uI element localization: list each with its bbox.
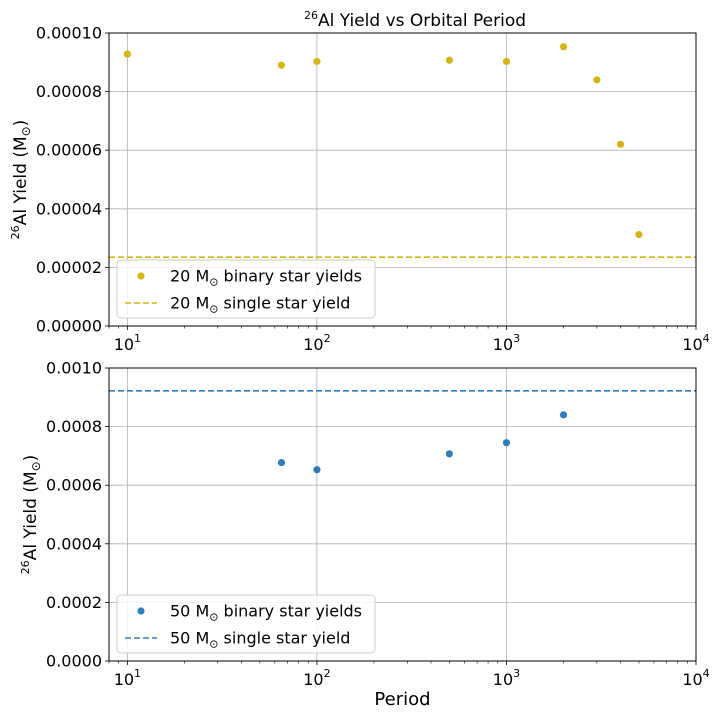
chart-panel-top: 101 102 103 1040.000000.000020.000040.00006… [9, 24, 710, 355]
legend-sun-symbol: ⊙ [209, 638, 218, 651]
legend-entry-label: 20 M⊙ single star yield [170, 294, 350, 316]
x-tick-exponent: 4 [703, 332, 710, 345]
data-point [559, 411, 568, 419]
x-tick-base: 10 [303, 335, 323, 354]
y-label-superscript: 26 [9, 225, 22, 239]
y-tick-label: 0.0008 [46, 417, 102, 436]
legend-sun-symbol: ⊙ [209, 611, 218, 624]
legend-entry-label: 50 M⊙ single star yield [170, 629, 350, 651]
axes-frame [108, 32, 697, 327]
y-tick-label: 0.00006 [36, 141, 102, 160]
x-tick-base: 10 [493, 335, 513, 354]
y-axis-label: 26Al Yield (M⊙) [9, 120, 33, 240]
y-tick-label: 0.0006 [46, 476, 102, 495]
y-label-sun-symbol: ⊙ [19, 126, 33, 136]
x-tick-label: 103 [493, 667, 520, 689]
data-point [123, 50, 131, 58]
y-axis-label: 26Al Yield (M⊙) [19, 455, 43, 575]
x-tick-exponent: 2 [324, 332, 331, 345]
chart-panel-bottom: 101 102 103 1040.00000.00020.00040.00060.00… [19, 359, 710, 711]
chart-title: 26Al Yield vs Orbital Period [304, 9, 526, 31]
x-tick-exponent: 1 [134, 667, 141, 680]
y-tick-label: 0.00002 [36, 258, 102, 277]
legend-entry-label: 50 M⊙ binary star yields [170, 602, 362, 624]
data-point [445, 56, 453, 64]
y-label-end: ) [21, 455, 41, 462]
title-text: Al Yield vs Orbital Period [318, 11, 526, 31]
legend-box [116, 594, 376, 654]
legend-prefix: 20 M [170, 294, 209, 313]
x-axis-label: Period [374, 689, 430, 710]
axes-frame [108, 367, 697, 662]
y-label-end: ) [11, 120, 31, 127]
legend-suffix: binary star yields [218, 267, 362, 286]
x-tick-label: 101 [114, 332, 141, 354]
x-tick-label: 101 [114, 667, 141, 689]
y-tick-label: 0.00010 [36, 24, 102, 43]
data-point [277, 459, 286, 467]
x-tick-exponent: 4 [703, 667, 710, 680]
x-tick-exponent: 3 [513, 667, 520, 680]
legend-marker-binary [137, 607, 145, 615]
data-point [616, 140, 625, 148]
data-point [313, 57, 321, 66]
legend-sun-symbol: ⊙ [209, 303, 218, 316]
data-point [313, 466, 321, 474]
legend-prefix: 20 M [170, 267, 209, 286]
y-tick-label: 0.00000 [36, 317, 102, 336]
data-point [502, 57, 511, 66]
x-tick-exponent: 1 [134, 332, 141, 345]
y-label-main: Al Yield (M [11, 136, 31, 225]
y-tick-label: 0.00008 [36, 82, 102, 101]
legend-marker-binary [137, 272, 145, 280]
data-point [502, 439, 511, 447]
y-tick-label: 0.0010 [46, 359, 102, 378]
legend-sun-symbol: ⊙ [209, 276, 218, 289]
y-label-main: Al Yield (M [21, 471, 41, 560]
x-tick-label: 102 [303, 332, 330, 354]
y-tick-label: 0.0002 [46, 593, 102, 612]
y-tick-label: 0.0000 [46, 652, 102, 671]
x-tick-label: 104 [682, 667, 709, 689]
x-tick-base: 10 [303, 670, 323, 689]
x-tick-base: 10 [114, 335, 134, 354]
x-tick-label: 102 [303, 667, 330, 689]
legend-suffix: single star yield [218, 629, 350, 648]
y-tick-label: 0.00004 [36, 199, 102, 218]
data-point [445, 450, 453, 458]
x-tick-base: 10 [682, 670, 702, 689]
x-tick-exponent: 2 [324, 667, 331, 680]
legend-prefix: 50 M [170, 629, 209, 648]
x-tick-label: 103 [493, 332, 520, 354]
y-tick-label: 0.0004 [46, 534, 102, 553]
data-point [593, 76, 601, 84]
legend-suffix: single star yield [218, 294, 350, 313]
x-tick-exponent: 3 [513, 332, 520, 345]
title-superscript: 26 [304, 9, 318, 22]
data-point [559, 43, 568, 51]
y-label-sun-symbol: ⊙ [29, 461, 43, 471]
x-tick-base: 10 [493, 670, 513, 689]
legend-suffix: binary star yields [218, 602, 362, 621]
data-point [635, 230, 643, 239]
x-tick-label: 104 [682, 332, 709, 354]
legend-box [116, 259, 376, 319]
y-label-superscript: 26 [19, 560, 32, 574]
x-tick-base: 10 [114, 670, 134, 689]
legend-prefix: 50 M [170, 602, 209, 621]
x-tick-base: 10 [682, 335, 702, 354]
legend-entry-label: 20 M⊙ binary star yields [170, 267, 362, 289]
data-point [277, 61, 286, 69]
